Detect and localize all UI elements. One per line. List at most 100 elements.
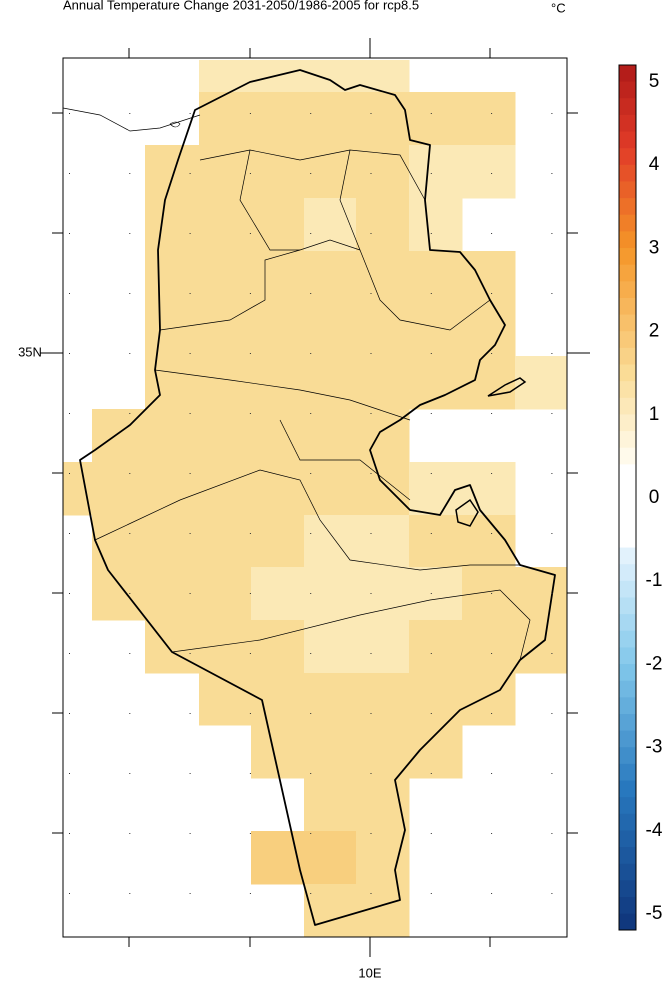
grid-cell <box>199 356 252 410</box>
grid-cell <box>251 567 305 621</box>
colorbar-segment <box>619 114 636 133</box>
grid-dot <box>491 113 493 114</box>
grid-dot <box>551 353 553 354</box>
grid-dot <box>69 773 70 774</box>
grid-dot <box>189 413 191 414</box>
grid-dot <box>491 473 493 474</box>
colorbar-tick-label: 2 <box>649 321 660 342</box>
grid-cell <box>409 515 463 568</box>
grid-cell <box>251 620 305 674</box>
grid-cell <box>199 409 252 463</box>
grid-dot <box>491 893 493 894</box>
grid-dot <box>491 713 493 714</box>
grid-dot <box>129 233 131 234</box>
colorbar: 5 4 3 2 1 0 -1 -2 -3 -4 -5 <box>618 64 663 931</box>
grid-cell <box>356 251 410 305</box>
grid-dot <box>551 713 553 714</box>
colorbar-segment <box>619 580 636 598</box>
grid-dot <box>430 173 432 174</box>
grid-cell <box>515 620 568 674</box>
grid-cell <box>409 92 463 146</box>
colorbar-segment <box>619 131 636 149</box>
colorbar-tick-label: 4 <box>649 154 660 175</box>
grid-dot <box>69 893 70 894</box>
grid-cell <box>251 409 305 463</box>
colorbar-tick-label: 3 <box>649 237 660 258</box>
colorbar-segment <box>619 314 636 332</box>
grid-cell <box>356 725 410 779</box>
grid-cell <box>409 620 463 674</box>
colorbar-tick-label: 5 <box>649 71 660 92</box>
colorbar-segment <box>619 780 636 798</box>
grid-dot <box>189 893 191 894</box>
grid-dot <box>491 173 493 174</box>
colorbar-segment <box>619 297 636 316</box>
grid-dot <box>430 113 432 114</box>
grid-dot <box>249 353 251 354</box>
grid-dot <box>189 113 191 114</box>
grid-dot <box>491 413 493 414</box>
colorbar-segment <box>619 880 636 898</box>
colorbar-tick-label: -1 <box>646 570 663 591</box>
grid-cell <box>462 304 516 357</box>
colorbar-segment <box>619 248 636 266</box>
grid-dot <box>249 653 251 654</box>
grid-dot <box>310 353 312 354</box>
grid-cell <box>409 673 463 726</box>
grid-dot <box>129 833 131 834</box>
grid-dot <box>370 473 372 474</box>
colorbar-segment <box>619 414 636 432</box>
colorbar-segment <box>619 231 636 249</box>
colorbar-segment <box>619 830 636 848</box>
grid-dot <box>551 833 553 834</box>
grid-dot <box>129 653 131 654</box>
grid-dot <box>69 113 70 114</box>
grid-cell <box>251 145 305 199</box>
grid-dot <box>249 533 251 534</box>
colorbar-frame <box>618 64 637 931</box>
grid-dot <box>370 833 372 834</box>
grid-cell <box>462 673 516 726</box>
grid-dot <box>310 653 312 654</box>
colorbar-segment <box>619 863 636 881</box>
grid-dot <box>370 533 372 534</box>
grid-cell <box>409 251 463 305</box>
lat-label: 35N <box>18 344 42 359</box>
colorbar-segment <box>619 730 636 748</box>
grid-cell <box>515 567 568 621</box>
grid-cell <box>92 515 146 568</box>
grid-dot <box>430 353 432 354</box>
colorbar-segment <box>619 680 636 698</box>
grid-cell <box>356 620 410 674</box>
grid-cell <box>92 567 146 621</box>
colorbar-segment <box>619 630 636 648</box>
grid-cell <box>409 304 463 357</box>
grid-cell <box>409 198 463 252</box>
grid-cell <box>356 198 410 252</box>
grid-cell <box>356 356 410 410</box>
colorbar-segment <box>619 214 636 232</box>
grid-cell <box>251 462 305 516</box>
grid-dot <box>370 713 372 714</box>
grid-cell <box>199 145 252 199</box>
colorbar-segment <box>619 148 636 166</box>
grid-dot <box>129 173 131 174</box>
grid-dot <box>189 353 191 354</box>
grid-cell <box>409 567 463 621</box>
grid-dot <box>551 233 553 234</box>
grid-dot <box>551 173 553 174</box>
grid-cell <box>251 831 305 885</box>
grid-dot <box>551 593 553 594</box>
colorbar-tick-label: 1 <box>649 404 660 425</box>
coastline <box>62 69 556 926</box>
grid-dot <box>69 833 70 834</box>
colorbar-segment <box>619 514 636 532</box>
map-title: Annual Temperature Change 2031-2050/1986… <box>63 0 419 12</box>
grid-dot <box>430 593 432 594</box>
colorbar-segment <box>619 664 636 682</box>
grid-cell <box>304 673 357 726</box>
grid-dot <box>129 713 131 714</box>
grid-dot <box>249 413 251 414</box>
map-frame <box>62 57 568 938</box>
grid-cell <box>304 462 357 516</box>
